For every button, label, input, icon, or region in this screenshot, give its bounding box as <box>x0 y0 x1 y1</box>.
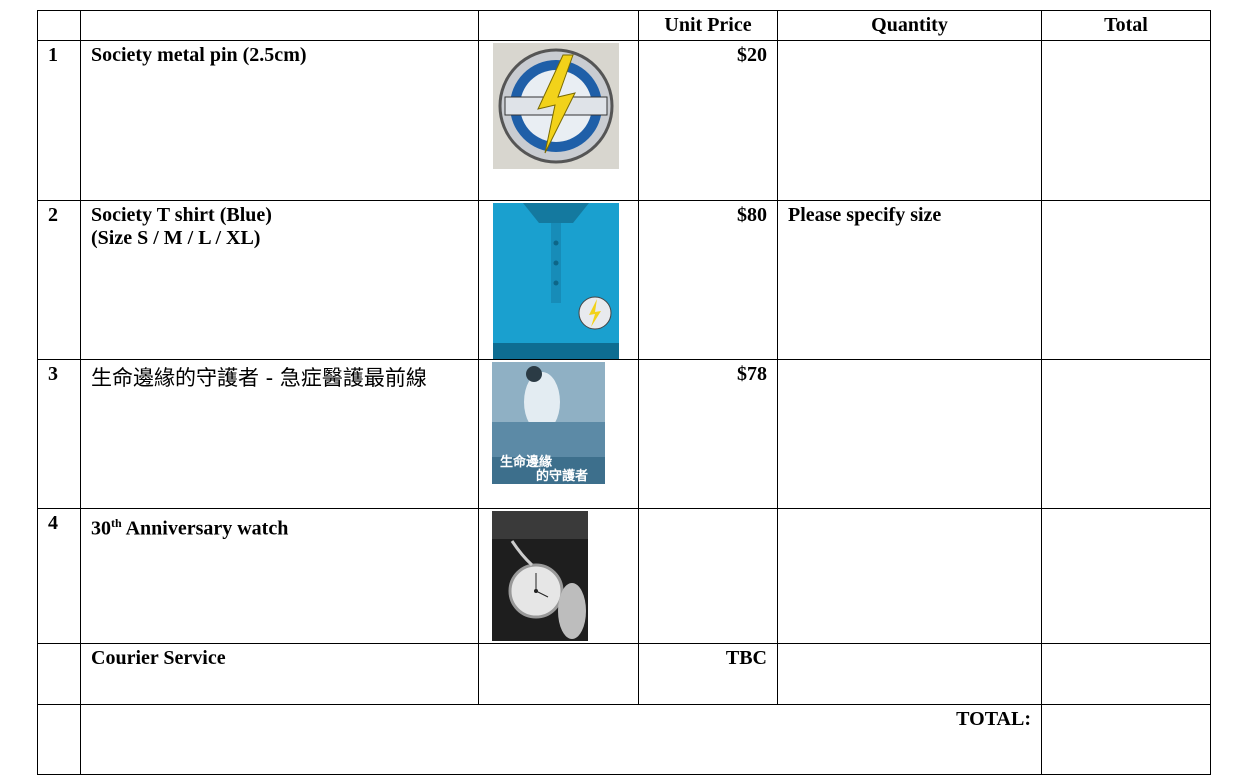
cover-text: 生命邊緣 <box>500 454 553 470</box>
unit-price: $20 <box>638 40 778 201</box>
book-image: 生命邊緣 的守護者 <box>492 362 605 484</box>
item-number: 1 <box>37 40 81 201</box>
header-cell: Unit Price <box>638 10 778 41</box>
item-row: Courier Service TBC <box>37 643 1211 705</box>
item-name: Society metal pin (2.5cm) <box>80 40 479 201</box>
item-row: 2 Society T shirt (Blue) (Size S / M / L … <box>37 200 1211 360</box>
header-row: Unit Price Quantity Total <box>37 10 1211 41</box>
unit-price: TBC <box>638 643 778 705</box>
name-rest: Anniversary watch <box>125 517 289 540</box>
watch-image <box>492 511 588 641</box>
shirt-image <box>493 203 619 359</box>
pin-image <box>493 43 619 169</box>
header-cell: Quantity <box>777 10 1042 41</box>
total-label: TOTAL: <box>80 704 1042 775</box>
item-row: 4 30th Anniversary watch <box>37 508 1211 644</box>
name-base: 30 <box>91 517 111 540</box>
item-name: Society T shirt (Blue) (Size S / M / L / … <box>80 200 479 360</box>
item-number: 2 <box>37 200 81 360</box>
order-table: Unit Price Quantity Total 1 Society meta… <box>37 10 1211 775</box>
name-line: Society T shirt (Blue) <box>91 204 272 226</box>
unit-price: $78 <box>638 359 778 509</box>
item-number: 3 <box>37 359 81 509</box>
item-name: 30th Anniversary watch <box>80 508 479 644</box>
name-line: (Size S / M / L / XL) <box>91 227 261 249</box>
name-superscript: th <box>111 516 122 530</box>
header-cell: Total <box>1041 10 1211 41</box>
item-name: Courier Service <box>80 643 479 705</box>
cover-text: 的守護者 <box>536 468 588 484</box>
total-row: TOTAL: <box>37 704 1211 775</box>
item-name: 生命邊緣的守護者 - 急症醫護最前線 <box>80 359 479 509</box>
item-row: 3 生命邊緣的守護者 - 急症醫護最前線 生命邊緣 的守護者 $78 <box>37 359 1211 509</box>
quantity-note: Please specify size <box>777 200 1042 360</box>
item-number: 4 <box>37 508 81 644</box>
unit-price: $80 <box>638 200 778 360</box>
item-row: 1 Society metal pin (2.5cm) $20 <box>37 40 1211 201</box>
